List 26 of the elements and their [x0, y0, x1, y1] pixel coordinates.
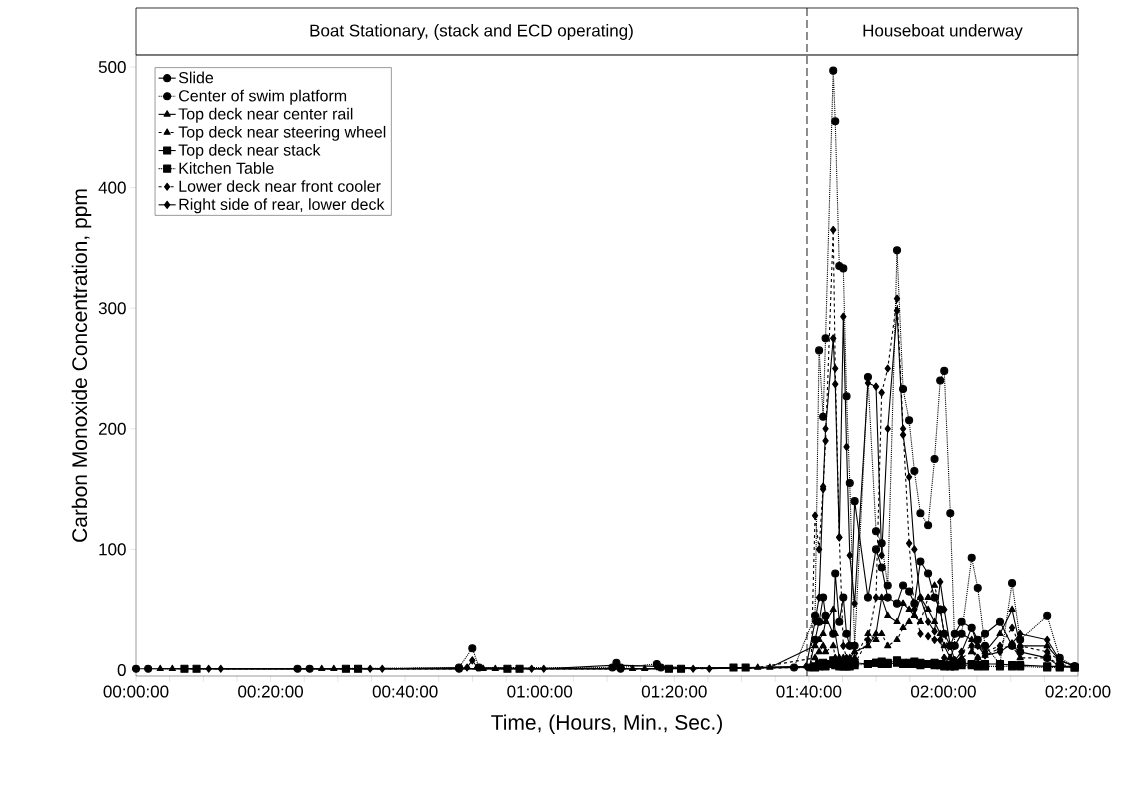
- legend-label: Kitchen Table: [179, 162, 274, 174]
- x-tick-label: 01:40:00: [776, 685, 842, 698]
- x-tick-label: 00:40:00: [372, 685, 438, 698]
- legend-label: Slide: [178, 71, 214, 84]
- x-tick-label: 01:00:00: [507, 685, 573, 698]
- legend-label: Center of swim platform: [179, 89, 347, 105]
- y-axis-title: Carbon Monoxide Concentration, ppm: [71, 189, 92, 542]
- x-tick-label: 02:00:00: [911, 685, 976, 698]
- x-tick-label: 00:20:00: [238, 685, 303, 698]
- y-tick-label: 0: [117, 663, 126, 676]
- text: Houseboat underway: [863, 24, 1023, 40]
- y-tick-label: 100: [99, 543, 126, 556]
- legend-label: Top deck near center rail: [178, 107, 353, 123]
- legend-label: Top deck near steering wheel: [178, 125, 386, 141]
- y-tick-label: 200: [98, 422, 126, 435]
- legend-label: Lower deck near front cooler: [179, 180, 381, 192]
- x-axis-title: Time, (Hours, Min., Sec.): [491, 714, 722, 734]
- text: Boat Stationary, (stack and ECD operating): [310, 24, 633, 40]
- y-tick-label: 500: [98, 61, 126, 74]
- x-tick-label: 02:20:00: [1045, 685, 1111, 698]
- legend-label: Right side of rear, lower deck: [179, 198, 385, 214]
- x-tick-label: 01:20:00: [641, 685, 707, 698]
- x-tick-label: 00:00:00: [103, 685, 169, 698]
- y-tick-label: 300: [98, 302, 126, 315]
- y-tick-label: 400: [98, 181, 126, 194]
- legend-label: Top deck near stack: [178, 143, 321, 159]
